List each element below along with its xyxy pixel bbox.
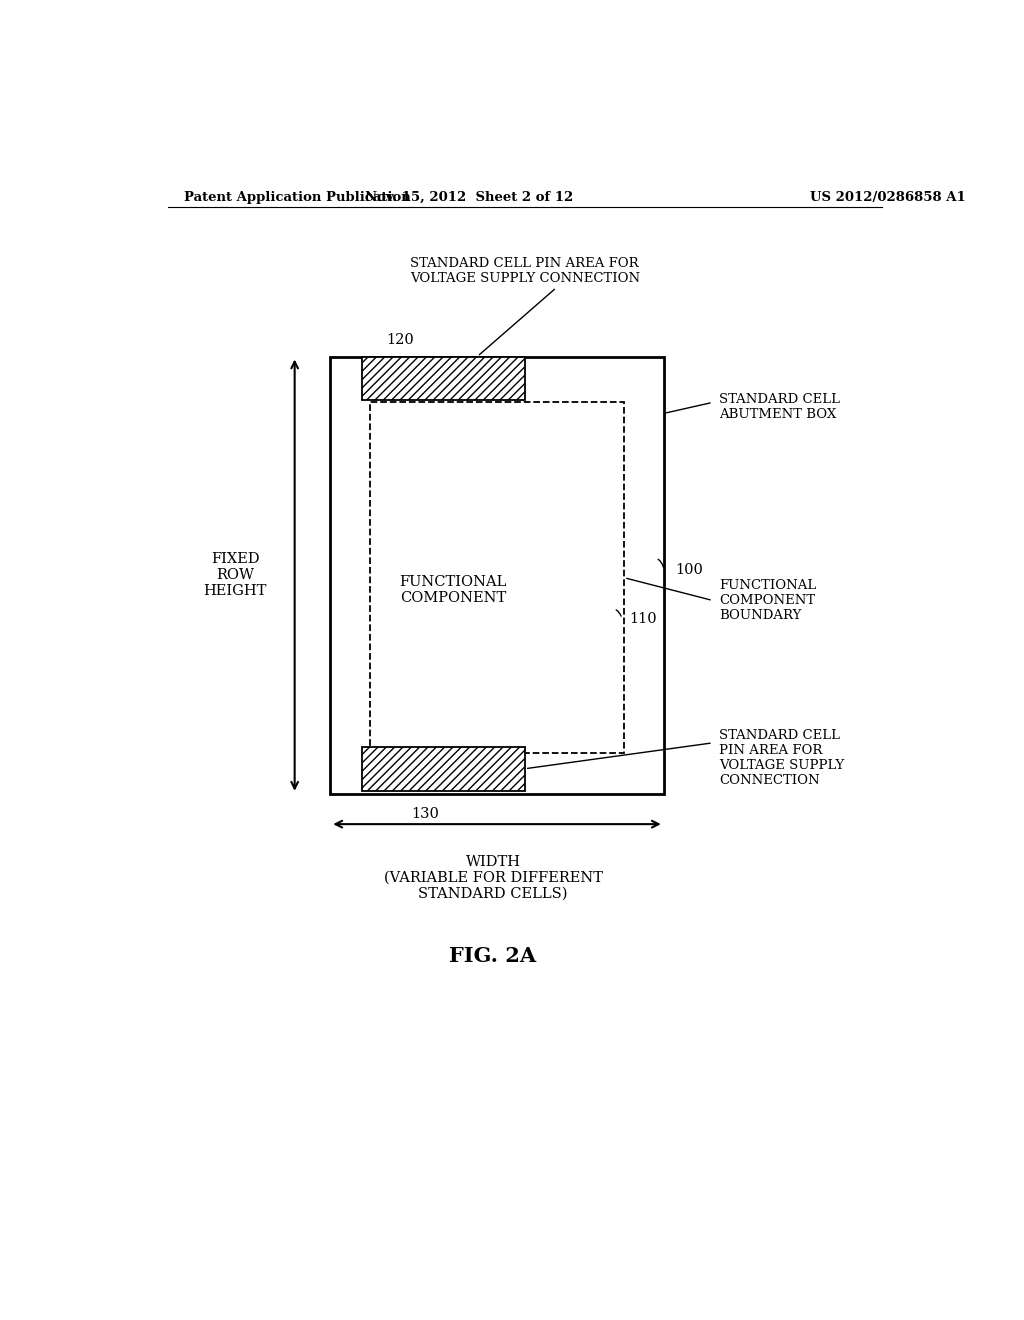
Bar [362,356,524,400]
Text: FIXED
ROW
HEIGHT: FIXED ROW HEIGHT [204,552,267,598]
Text: 130: 130 [412,807,439,821]
Text: 120: 120 [386,334,414,347]
Text: 110: 110 [630,612,657,626]
Text: STANDARD CELL PIN AREA FOR
VOLTAGE SUPPLY CONNECTION: STANDARD CELL PIN AREA FOR VOLTAGE SUPPL… [410,257,640,285]
Text: US 2012/0286858 A1: US 2012/0286858 A1 [811,190,967,203]
Text: WIDTH
(VARIABLE FOR DIFFERENT
STANDARD CELLS): WIDTH (VARIABLE FOR DIFFERENT STANDARD C… [384,854,602,902]
Text: STANDARD CELL
PIN AREA FOR
VOLTAGE SUPPLY
CONNECTION: STANDARD CELL PIN AREA FOR VOLTAGE SUPPL… [719,729,845,787]
Text: Patent Application Publication: Patent Application Publication [183,190,411,203]
Text: Nov. 15, 2012  Sheet 2 of 12: Nov. 15, 2012 Sheet 2 of 12 [366,190,573,203]
Text: FIG. 2A: FIG. 2A [450,946,537,966]
Text: FUNCTIONAL
COMPONENT: FUNCTIONAL COMPONENT [399,576,507,606]
Text: STANDARD CELL
ABUTMENT BOX: STANDARD CELL ABUTMENT BOX [719,393,841,421]
Bar [362,747,524,791]
Text: FUNCTIONAL
COMPONENT
BOUNDARY: FUNCTIONAL COMPONENT BOUNDARY [719,579,816,622]
Bar [331,356,664,793]
Text: 100: 100 [676,564,703,577]
Bar [370,403,624,752]
